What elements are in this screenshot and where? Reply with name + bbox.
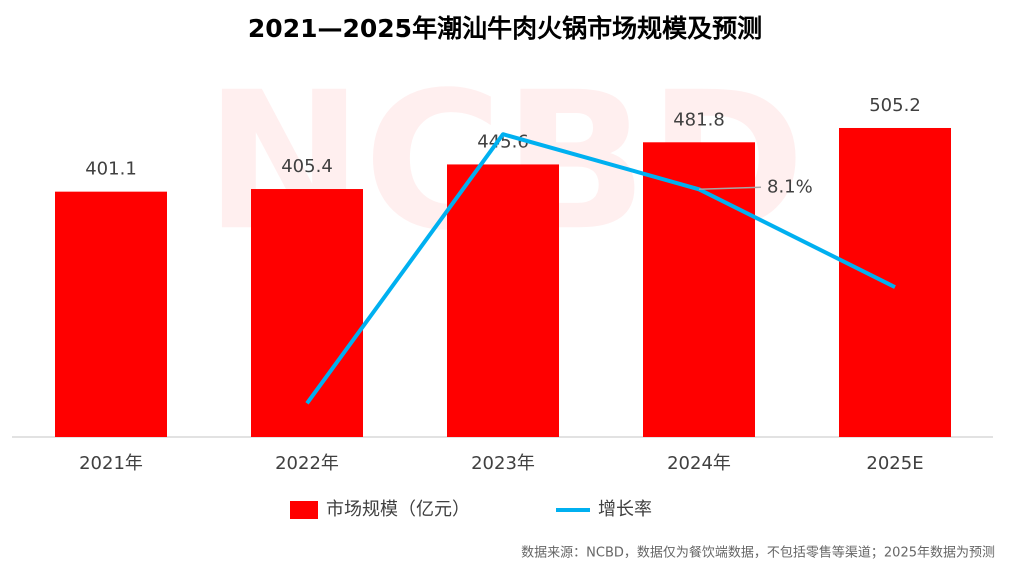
- bar: [839, 127, 951, 438]
- chart-title: 2021—2025年潮汕牛肉火锅市场规模及预测: [248, 14, 762, 43]
- x-tick-label: 2024年: [667, 453, 731, 474]
- value-label: 401.1: [85, 159, 137, 180]
- leader-line: [698, 186, 762, 191]
- value-label: 481.8: [673, 109, 725, 130]
- legend-label: 增长率: [598, 499, 652, 520]
- x-tick-label: 2023年: [471, 453, 535, 474]
- line: [305, 132, 896, 405]
- bar: [251, 189, 363, 437]
- bar: [643, 142, 755, 437]
- source-note: 数据来源：NCBD，数据仅为餐饮端数据，不包括零售等渠道；2025年数据为预测: [521, 545, 995, 561]
- x-tick-label: 2021年: [79, 453, 143, 474]
- x-tick-label: 2025E: [866, 453, 923, 474]
- value-label: 405.4: [281, 156, 333, 177]
- legend-label: 市场规模（亿元）: [326, 499, 470, 520]
- legend-swatch: [290, 501, 318, 519]
- bar: [447, 164, 559, 437]
- x-tick-label: 2022年: [275, 453, 339, 474]
- bar: [55, 191, 167, 437]
- value-label: 8.1%: [767, 176, 813, 197]
- value-label: 505.2: [869, 95, 921, 116]
